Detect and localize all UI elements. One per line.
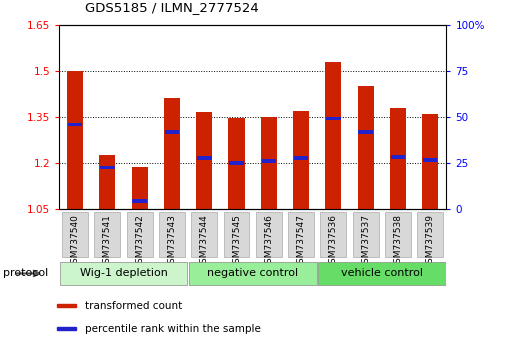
Text: GDS5185 / ILMN_2777524: GDS5185 / ILMN_2777524 — [85, 1, 259, 14]
Text: GSM737542: GSM737542 — [135, 215, 144, 269]
FancyBboxPatch shape — [191, 212, 217, 257]
Bar — [293, 111, 309, 209]
Bar — [68, 122, 83, 126]
Text: GSM737541: GSM737541 — [103, 215, 112, 269]
Bar — [100, 166, 115, 169]
Bar — [164, 98, 180, 209]
Bar — [132, 199, 147, 203]
Bar — [358, 86, 373, 209]
Bar — [390, 108, 406, 209]
Text: percentile rank within the sample: percentile rank within the sample — [85, 324, 261, 334]
Text: transformed count: transformed count — [85, 301, 182, 311]
Text: Wig-1 depletion: Wig-1 depletion — [80, 268, 167, 279]
FancyBboxPatch shape — [62, 212, 88, 257]
Bar — [132, 167, 148, 209]
Bar — [100, 155, 115, 209]
Bar — [56, 304, 76, 307]
FancyBboxPatch shape — [417, 212, 443, 257]
FancyBboxPatch shape — [256, 212, 282, 257]
FancyBboxPatch shape — [288, 212, 314, 257]
Bar — [262, 159, 276, 163]
FancyBboxPatch shape — [318, 262, 446, 285]
Text: negative control: negative control — [207, 268, 298, 279]
Text: GSM737537: GSM737537 — [361, 215, 370, 269]
Text: GSM737538: GSM737538 — [393, 215, 402, 269]
Bar — [423, 158, 438, 162]
Bar — [390, 155, 405, 159]
Bar — [228, 118, 245, 209]
Text: protocol: protocol — [3, 268, 48, 279]
Bar — [359, 130, 373, 134]
FancyBboxPatch shape — [353, 212, 379, 257]
Bar — [165, 130, 179, 134]
FancyBboxPatch shape — [159, 212, 185, 257]
FancyBboxPatch shape — [321, 212, 346, 257]
Text: GSM737544: GSM737544 — [200, 215, 209, 269]
FancyBboxPatch shape — [127, 212, 152, 257]
Text: GSM737546: GSM737546 — [264, 215, 273, 269]
FancyBboxPatch shape — [385, 212, 411, 257]
FancyBboxPatch shape — [94, 212, 121, 257]
Text: GSM737543: GSM737543 — [167, 215, 176, 269]
Text: vehicle control: vehicle control — [341, 268, 423, 279]
Text: GSM737547: GSM737547 — [297, 215, 306, 269]
Text: GSM737540: GSM737540 — [71, 215, 80, 269]
FancyBboxPatch shape — [60, 262, 187, 285]
FancyBboxPatch shape — [189, 262, 317, 285]
Bar — [294, 156, 308, 160]
Text: GSM737539: GSM737539 — [426, 215, 435, 269]
Bar — [196, 112, 212, 209]
Bar — [197, 156, 211, 160]
Bar — [261, 117, 277, 209]
Bar — [326, 116, 341, 120]
Text: GSM737545: GSM737545 — [232, 215, 241, 269]
Bar — [56, 327, 76, 330]
FancyBboxPatch shape — [224, 212, 249, 257]
Bar — [67, 71, 83, 209]
Text: GSM737536: GSM737536 — [329, 215, 338, 269]
Bar — [229, 161, 244, 165]
Bar — [325, 62, 342, 209]
Bar — [422, 114, 438, 209]
